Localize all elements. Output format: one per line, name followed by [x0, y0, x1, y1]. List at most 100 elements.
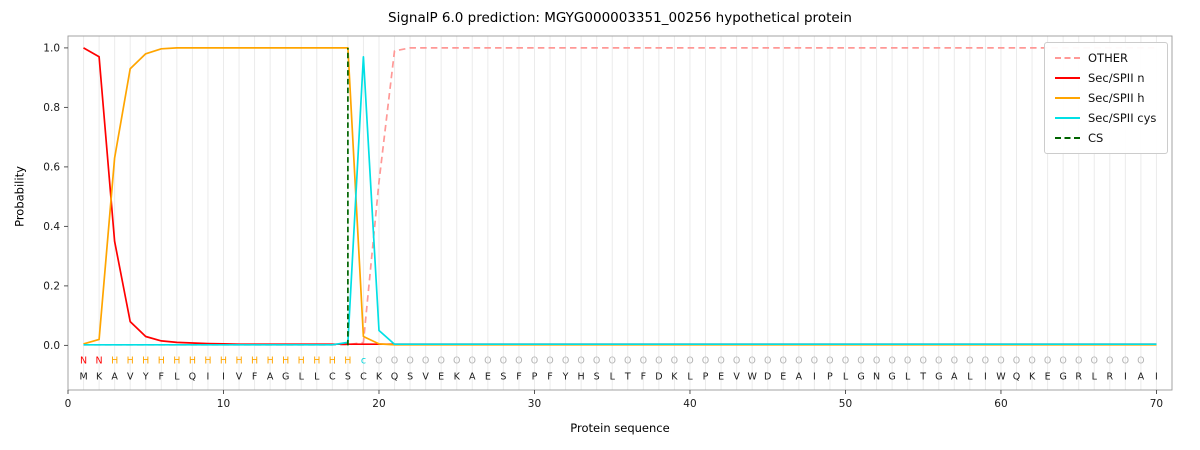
- region-label: N: [96, 356, 103, 367]
- sequence-letter: H: [578, 372, 585, 383]
- region-label: O: [717, 356, 724, 367]
- x-tick-label: 20: [372, 398, 385, 410]
- legend-label: Sec/SPII cys: [1088, 111, 1157, 125]
- sequence-letter: A: [469, 372, 476, 383]
- sequence-letter: R: [1106, 372, 1113, 383]
- region-label: c: [361, 356, 366, 367]
- sequence-letter: I: [222, 372, 225, 383]
- sequence-letter: K: [454, 372, 461, 383]
- region-label: O: [391, 356, 398, 367]
- legend-item-cs: CS: [1055, 131, 1156, 145]
- legend-label: Sec/SPII h: [1088, 91, 1145, 105]
- region-label: O: [1059, 356, 1066, 367]
- region-label: O: [531, 356, 538, 367]
- sequence-letter: V: [733, 372, 740, 383]
- sequence-letter: P: [532, 372, 538, 383]
- sequence-letter: E: [780, 372, 786, 383]
- region-label: O: [671, 356, 678, 367]
- sequence-letter: L: [299, 372, 305, 383]
- sequence-letter: I: [207, 372, 210, 383]
- legend-line-sample-other: [1055, 57, 1080, 59]
- sequence-letter: V: [422, 372, 429, 383]
- region-label: O: [826, 356, 833, 367]
- sequence-letter: E: [718, 372, 724, 383]
- region-label: O: [484, 356, 491, 367]
- x-tick-label: 0: [65, 398, 72, 410]
- sequence-letter: A: [267, 372, 274, 383]
- sequence-letter: I: [984, 372, 987, 383]
- sequence-letter: Y: [142, 372, 149, 383]
- region-label: H: [142, 356, 149, 367]
- x-axis-label: Protein sequence: [570, 421, 670, 435]
- region-label: N: [80, 356, 87, 367]
- region-label: O: [982, 356, 989, 367]
- sequence-letter: E: [1045, 372, 1051, 383]
- sequence-letter: K: [96, 372, 103, 383]
- region-label: O: [811, 356, 818, 367]
- region-label: O: [406, 356, 413, 367]
- legend-label: OTHER: [1088, 51, 1128, 65]
- sequence-letter: I: [1155, 372, 1158, 383]
- sequence-letter: N: [873, 372, 880, 383]
- region-label: O: [469, 356, 476, 367]
- sequence-letter: F: [516, 372, 521, 383]
- sequence-letter: T: [919, 372, 926, 383]
- region-label: O: [500, 356, 507, 367]
- plot-border: [67, 35, 1173, 391]
- region-label: O: [515, 356, 522, 367]
- region-label: H: [282, 356, 289, 367]
- region-label: O: [935, 356, 942, 367]
- region-label: O: [951, 356, 958, 367]
- region-label: O: [640, 356, 647, 367]
- sequence-letter: L: [610, 372, 616, 383]
- y-tick-label: 0.6: [43, 161, 60, 173]
- region-label: O: [608, 356, 615, 367]
- sequence-letter: I: [813, 372, 816, 383]
- sequence-letter: E: [438, 372, 444, 383]
- region-label: H: [235, 356, 242, 367]
- region-label: O: [1075, 356, 1082, 367]
- sequence-letter: S: [500, 372, 506, 383]
- sequence-letter: V: [236, 372, 243, 383]
- region-label: O: [795, 356, 802, 367]
- x-tick-label: 60: [994, 398, 1007, 410]
- sequence-letter: P: [827, 372, 833, 383]
- region-label: O: [1091, 356, 1098, 367]
- legend-item-sec-spii-n: Sec/SPII n: [1055, 71, 1156, 85]
- sequence-letter: Q: [391, 372, 398, 383]
- region-label: O: [546, 356, 553, 367]
- sequence-letter: F: [252, 372, 257, 383]
- region-label: O: [966, 356, 973, 367]
- region-label: H: [158, 356, 165, 367]
- region-label: H: [251, 356, 258, 367]
- series-line-sec-spii-h: [83, 47, 1157, 346]
- sequence-letter: G: [857, 372, 864, 383]
- sequence-letter: L: [843, 372, 849, 383]
- region-label: H: [267, 356, 274, 367]
- region-label: O: [422, 356, 429, 367]
- sequence-letter: S: [407, 372, 413, 383]
- y-tick-label: 0.4: [43, 221, 60, 233]
- sequence-letter: F: [547, 372, 552, 383]
- region-label: H: [220, 356, 227, 367]
- region-label: H: [111, 356, 118, 367]
- sequence-letter: L: [314, 372, 320, 383]
- sequence-letter: E: [485, 372, 491, 383]
- legend-line-sample-sec-spii-n: [1055, 77, 1080, 79]
- sequence-letter: F: [641, 372, 646, 383]
- region-label: O: [437, 356, 444, 367]
- region-label: O: [686, 356, 693, 367]
- sequence-letter: K: [671, 372, 678, 383]
- y-tick-label: 1.0: [43, 42, 60, 54]
- legend-item-sec-spii-h: Sec/SPII h: [1055, 91, 1156, 105]
- sequence-letter: V: [127, 372, 134, 383]
- y-tick-label: 0.8: [43, 102, 60, 114]
- region-label: O: [1028, 356, 1035, 367]
- sequence-letter: S: [594, 372, 600, 383]
- sequence-letter: C: [329, 372, 336, 383]
- region-label: O: [764, 356, 771, 367]
- legend-label: Sec/SPII n: [1088, 71, 1145, 85]
- region-label: O: [453, 356, 460, 367]
- series-line-other: [83, 47, 1157, 346]
